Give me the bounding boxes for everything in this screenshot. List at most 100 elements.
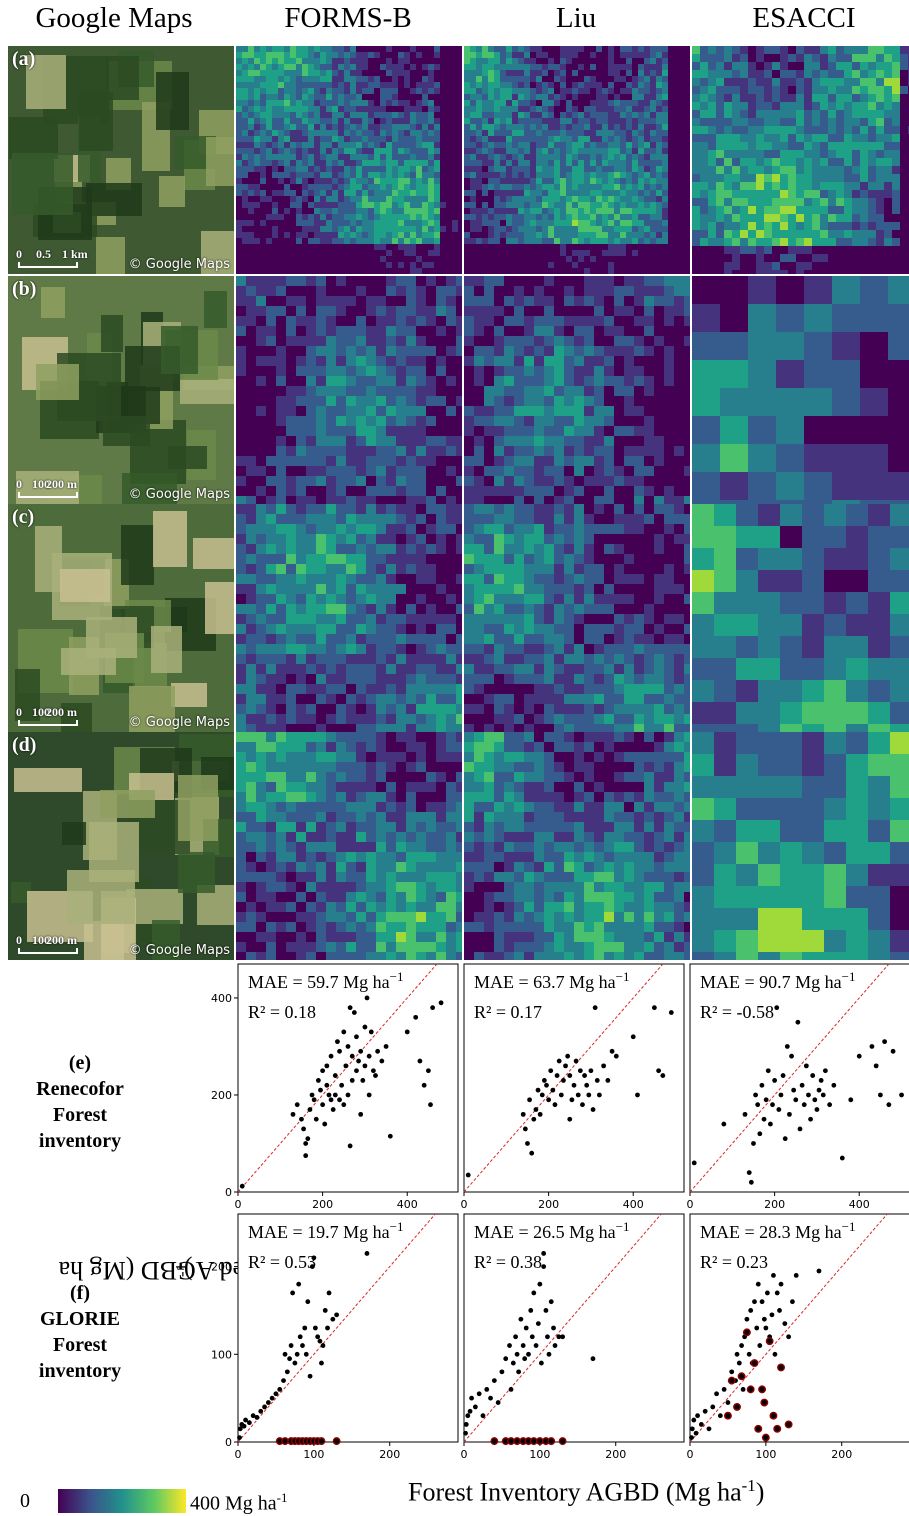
- plot-frame: [463, 1213, 685, 1443]
- one-to-one-line: [463, 963, 664, 1193]
- x-tick-label: 200: [538, 1198, 559, 1211]
- data-point: [287, 1356, 292, 1362]
- data-point: [816, 1087, 822, 1093]
- plot-frame: [463, 963, 685, 1193]
- data-point: [714, 1391, 719, 1397]
- data-point: [541, 1078, 547, 1083]
- x-tick-label: 200: [764, 1198, 785, 1211]
- scatter-e-esacci: 0 200 400 MAE = 90.7 Mg ha−1 R² = -0.58: [687, 963, 909, 1211]
- column-header-forms-b: FORMS-B: [284, 2, 412, 34]
- r2-label: R² = -0.58: [700, 1002, 774, 1022]
- data-point: [503, 1356, 509, 1362]
- data-point: [660, 1073, 666, 1078]
- excluded-data-point: [754, 1424, 763, 1433]
- data-point: [545, 1334, 550, 1340]
- data-point: [328, 1053, 334, 1059]
- data-point: [771, 1272, 776, 1278]
- data-point: [370, 1068, 376, 1074]
- esacci-biomass-map: [692, 46, 909, 274]
- satellite-image: (d) © Google Maps 0 100 200 m: [8, 732, 234, 960]
- one-to-one-line: [689, 963, 890, 1193]
- excluded-data-point: [750, 1359, 759, 1368]
- data-point: [360, 1078, 366, 1083]
- data-point: [246, 1420, 252, 1426]
- data-point: [518, 1316, 524, 1322]
- excluded-data-point: [761, 1433, 770, 1442]
- data-point: [882, 1039, 888, 1045]
- data-point: [877, 1092, 883, 1098]
- liu-biomass-map: [464, 276, 690, 504]
- data-point: [782, 1321, 788, 1327]
- data-point: [755, 1281, 761, 1287]
- data-point: [309, 1092, 315, 1098]
- excluded-data-point: [760, 1398, 769, 1407]
- data-point: [520, 1111, 526, 1117]
- data-point: [319, 1360, 324, 1366]
- mae-label: MAE = 90.7 Mg ha−1: [700, 969, 856, 992]
- data-point: [491, 1378, 497, 1384]
- column-header-esacci: ESACCI: [752, 2, 856, 34]
- data-point: [309, 1264, 315, 1270]
- data-point: [533, 1107, 539, 1112]
- data-point: [337, 1097, 342, 1103]
- data-point: [814, 1107, 820, 1112]
- data-point: [770, 1102, 775, 1108]
- data-point: [528, 1308, 534, 1313]
- data-point: [529, 1150, 535, 1156]
- data-point: [317, 1338, 323, 1344]
- data-point: [535, 1087, 541, 1093]
- data-point: [769, 1312, 775, 1318]
- data-point: [561, 1078, 566, 1083]
- data-point: [364, 1251, 370, 1256]
- data-point: [822, 1068, 828, 1074]
- excluded-data-point: [742, 1328, 751, 1337]
- data-point: [748, 1308, 754, 1313]
- data-point: [337, 1048, 342, 1054]
- scatter-f-forms-b: 0 100 200 0 100 200 MAE = 19.7 Mg ha−1 R² = 0.5…: [211, 1213, 459, 1461]
- scale-bar: 0 100 200 m: [16, 700, 106, 726]
- data-point: [573, 1058, 579, 1064]
- excluded-data-point: [746, 1385, 755, 1394]
- colorbar-max-sup: -1: [276, 1490, 288, 1505]
- data-point: [759, 1082, 765, 1088]
- data-point: [548, 1068, 554, 1074]
- data-point: [706, 1426, 712, 1432]
- data-point: [778, 1281, 784, 1287]
- data-point: [320, 1068, 326, 1074]
- data-point: [368, 1029, 374, 1035]
- r2-label: R² = 0.53: [248, 1252, 316, 1272]
- data-point: [484, 1386, 490, 1392]
- data-point: [387, 1133, 393, 1139]
- data-point: [856, 1053, 862, 1059]
- data-point: [803, 1063, 809, 1069]
- data-point: [417, 1058, 423, 1064]
- data-point: [303, 1351, 309, 1357]
- data-point: [347, 1143, 353, 1149]
- data-point: [339, 1082, 345, 1088]
- y-tick-label: 200: [211, 1089, 232, 1102]
- data-point: [334, 1312, 340, 1318]
- data-point: [757, 1131, 763, 1137]
- one-to-one-line: [237, 963, 438, 1193]
- x-axis-title-sup: -1: [741, 1476, 756, 1495]
- data-point: [322, 1308, 328, 1313]
- data-point: [320, 1102, 326, 1108]
- data-point: [753, 1092, 758, 1098]
- data-point: [761, 1116, 767, 1122]
- esacci-biomass-map: [692, 276, 909, 504]
- data-point: [782, 1136, 788, 1142]
- data-point: [538, 1360, 544, 1366]
- data-point: [763, 1325, 769, 1331]
- data-point: [529, 1334, 535, 1340]
- data-point: [356, 1058, 361, 1064]
- data-point: [552, 1102, 558, 1108]
- column-header-google-maps: Google Maps: [35, 2, 193, 34]
- data-point: [488, 1395, 493, 1401]
- data-point: [341, 1029, 347, 1035]
- data-point: [539, 1092, 545, 1098]
- data-point: [299, 1116, 304, 1122]
- data-point: [765, 1068, 771, 1074]
- data-point: [362, 1063, 368, 1069]
- data-point: [262, 1404, 267, 1410]
- data-point: [290, 1290, 296, 1296]
